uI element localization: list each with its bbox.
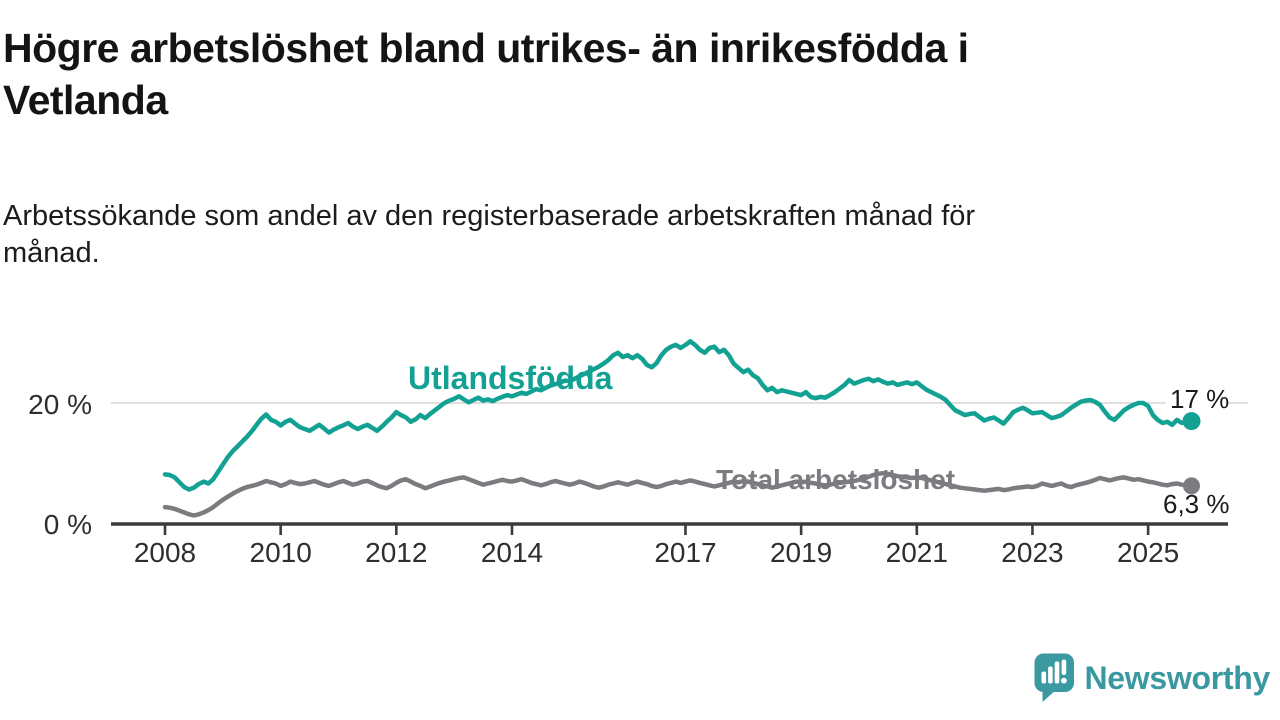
series-line-utlandsfodda <box>162 339 1194 492</box>
series-label-utlandsfodda: Utlandsfödda <box>408 360 613 396</box>
newsworthy-branding[interactable]: Newsworthy <box>1034 650 1271 706</box>
x-tick-label-2021: 2021 <box>886 537 948 568</box>
page-title: Högre arbetslöshet bland utrikes- än inr… <box>3 22 1213 126</box>
title-line-2: Vetlanda <box>3 77 168 123</box>
x-tick-label-2008: 2008 <box>134 537 196 568</box>
title-line-1: Högre arbetslöshet bland utrikes- än inr… <box>3 25 969 71</box>
end-value-total: 6,3 % <box>1163 489 1230 519</box>
subtitle-line-2: månad. <box>3 237 100 269</box>
newsworthy-logo-text: Newsworthy <box>1084 659 1271 696</box>
series-label-total: Total arbetslöshet <box>716 464 955 495</box>
x-tick-label-2017: 2017 <box>654 537 716 568</box>
series-end-dot-utlandsfodda <box>1182 412 1201 431</box>
series-line-total <box>162 470 1194 518</box>
x-tick-label-2025: 2025 <box>1117 537 1179 568</box>
end-value-utlandsfodda: 17 % <box>1170 384 1229 414</box>
series-end-dot-total <box>1183 477 1200 495</box>
newsworthy-logo-icon <box>1034 653 1074 702</box>
x-tick-label-2012: 2012 <box>365 537 427 568</box>
x-tick-label-2019: 2019 <box>770 537 832 568</box>
x-axis-ticks: 2008 2010 2012 2014 2017 2019 2021 2023 2025 <box>134 524 1179 568</box>
subtitle-line-1: Arbetssökande som andel av den registerb… <box>3 200 976 232</box>
chart-subtitle: Arbetssökande som andel av den registerb… <box>3 198 1203 272</box>
end-label-backdrop <box>1166 386 1226 412</box>
y-axis-label-0: 0 % <box>44 509 92 540</box>
y-axis-label-20: 20 % <box>28 389 92 420</box>
x-tick-label-2014: 2014 <box>481 537 543 568</box>
x-tick-label-2023: 2023 <box>1001 537 1063 568</box>
x-tick-label-2010: 2010 <box>250 537 312 568</box>
